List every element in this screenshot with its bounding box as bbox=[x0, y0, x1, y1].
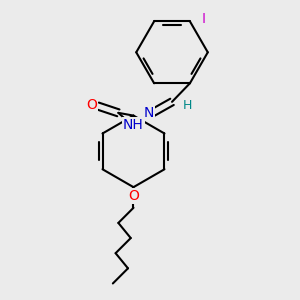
Text: NH: NH bbox=[123, 118, 144, 132]
Text: O: O bbox=[128, 189, 139, 203]
Text: O: O bbox=[86, 98, 97, 112]
Text: H: H bbox=[182, 99, 192, 112]
Text: I: I bbox=[202, 12, 206, 26]
Text: N: N bbox=[143, 106, 154, 120]
